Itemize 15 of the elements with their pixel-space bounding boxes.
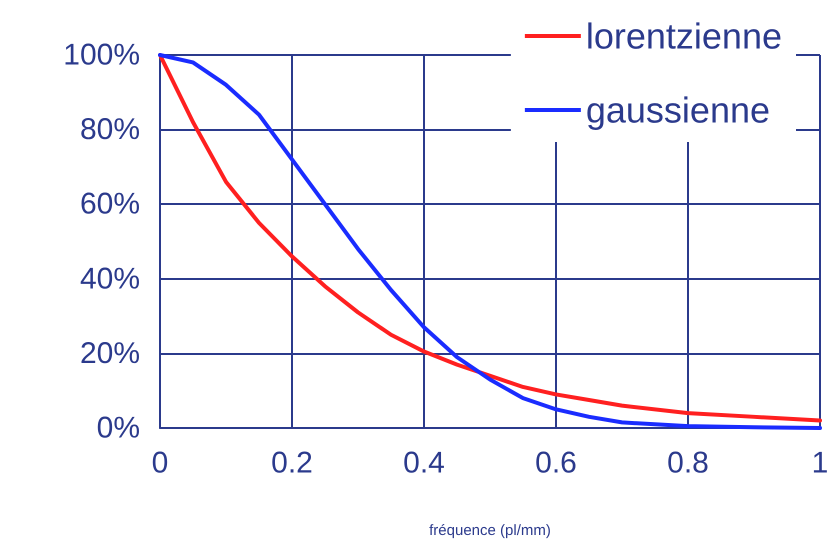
- x-tick-label: 0.6: [535, 446, 577, 480]
- y-tick-label: 100%: [63, 38, 140, 72]
- x-tick-label: 0: [152, 446, 168, 480]
- legend-label: gaussienne: [586, 90, 770, 130]
- y-tick-label: 60%: [80, 188, 140, 221]
- x-tick-label: 0.4: [403, 446, 445, 480]
- x-axis-title: fréquence (pl/mm): [429, 522, 551, 539]
- y-tick-label: 40%: [80, 262, 140, 296]
- y-tick-label: 80%: [80, 113, 140, 146]
- y-tick-label: 20%: [80, 336, 140, 370]
- x-tick-label: 0.2: [271, 446, 313, 480]
- x-tick-label: 0.8: [667, 446, 709, 480]
- legend-label: lorentzienne: [586, 16, 782, 56]
- y-tick-label: 0%: [96, 412, 140, 444]
- x-tick-label: 1: [812, 446, 828, 480]
